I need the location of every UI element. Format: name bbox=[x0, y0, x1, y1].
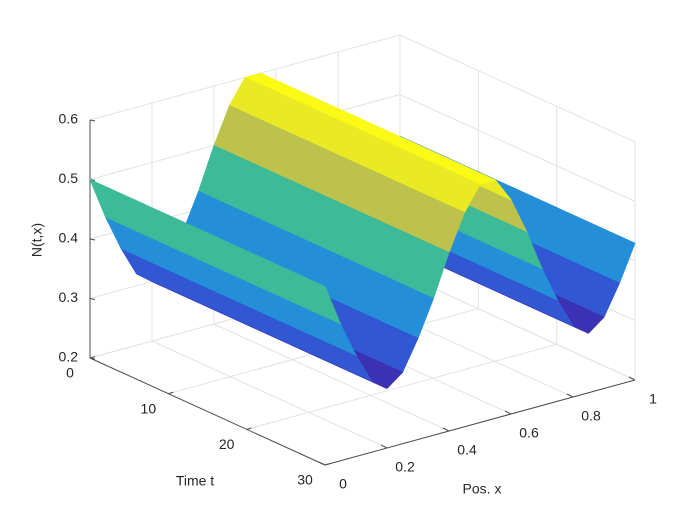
y-tick-label: 10 bbox=[141, 400, 157, 416]
surface-patch bbox=[245, 250, 342, 325]
grid-line bbox=[399, 272, 636, 381]
x-axis-label: Pos. x bbox=[463, 481, 502, 497]
x-tick-label: 0.8 bbox=[581, 408, 601, 424]
z-tick-label: 0.6 bbox=[59, 111, 79, 127]
tick-mark bbox=[324, 463, 331, 466]
y-tick-label: 0 bbox=[66, 365, 74, 381]
x-tick-label: 0 bbox=[339, 476, 347, 492]
x-tick-label: 0.2 bbox=[395, 459, 415, 475]
x-tick-label: 0.4 bbox=[457, 442, 477, 458]
grid-line bbox=[213, 323, 450, 432]
tick-mark bbox=[380, 444, 388, 449]
grid-line bbox=[399, 94, 636, 202]
tick-mark bbox=[89, 119, 96, 122]
tick-mark bbox=[318, 461, 326, 466]
y-tick-label: 30 bbox=[297, 472, 313, 488]
z-tick-label: 0.3 bbox=[59, 289, 79, 305]
grid-line bbox=[399, 34, 636, 143]
z-tick-label: 0.4 bbox=[59, 230, 79, 246]
grid-line bbox=[246, 343, 557, 430]
tick-mark bbox=[89, 238, 96, 241]
tick-mark bbox=[168, 391, 174, 395]
tick-mark bbox=[89, 356, 96, 359]
x-axis bbox=[324, 379, 636, 466]
z-axis-label: N(t,x) bbox=[29, 223, 45, 257]
tick-mark bbox=[246, 427, 252, 430]
y-tick-label: 20 bbox=[219, 436, 235, 452]
y-axis-label: Time t bbox=[176, 473, 214, 489]
x-tick-label: 0.6 bbox=[519, 425, 539, 441]
tick-mark bbox=[504, 410, 512, 415]
tick-mark bbox=[628, 376, 636, 381]
tick-mark bbox=[566, 393, 574, 398]
tick-mark bbox=[442, 427, 450, 432]
grid-line bbox=[151, 340, 388, 449]
z-tick-label: 0.2 bbox=[59, 349, 79, 365]
x-tick-label: 1 bbox=[649, 391, 657, 407]
z-tick-label: 0.5 bbox=[59, 170, 79, 186]
tick-mark bbox=[89, 298, 96, 300]
y-axis bbox=[89, 357, 326, 466]
